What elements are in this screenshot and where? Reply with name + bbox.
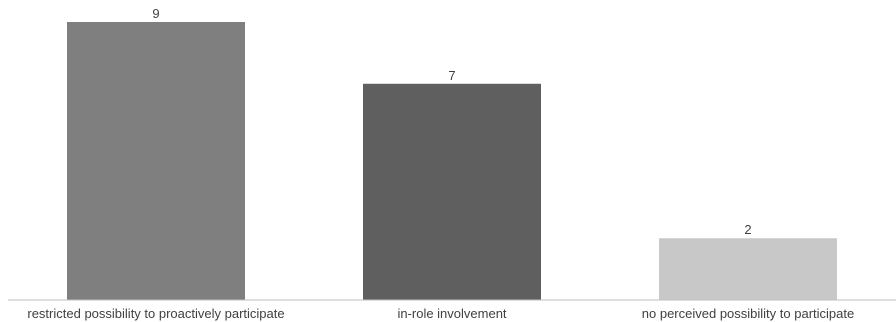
- category-label-0: restricted possibility to proactively pa…: [27, 306, 284, 321]
- data-label-1: 7: [448, 68, 455, 83]
- bar-1: [363, 83, 541, 301]
- category-label-1: in-role involvement: [397, 306, 506, 321]
- category-labels-group: restricted possibility to proactively pa…: [27, 306, 854, 321]
- bar-2: [659, 238, 837, 300]
- value-labels-group: 9 7 2: [152, 6, 751, 237]
- data-label-0: 9: [152, 6, 159, 21]
- bar-0: [67, 22, 245, 300]
- data-label-2: 2: [744, 222, 751, 237]
- category-label-2: no perceived possibility to participate: [642, 306, 854, 321]
- bars-group: [67, 22, 837, 301]
